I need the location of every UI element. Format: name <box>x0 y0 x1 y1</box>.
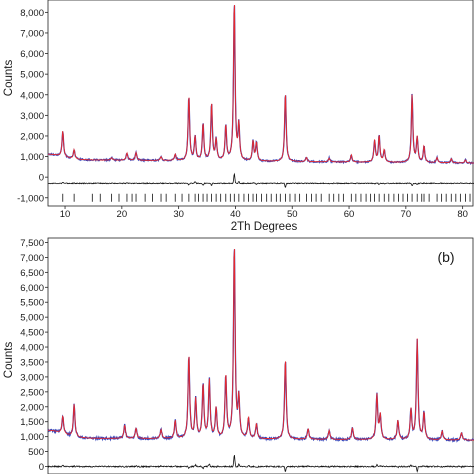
x-tick-label: 30 <box>173 209 184 220</box>
y-tick-label: 4,000 <box>20 90 44 101</box>
panel-b: Counts (b) 0 500 1,000 1,500 2,000 2,500 3,000… <box>3 237 474 474</box>
plot-frame <box>47 237 474 474</box>
y-tick-label: 3,500 <box>20 357 44 368</box>
y-tick-label: 3,000 <box>20 111 44 122</box>
calculated-pattern-line <box>48 249 474 441</box>
y-tick-label: 2,000 <box>20 402 44 413</box>
y-tick-label: 4,000 <box>20 343 44 354</box>
svg-text:Counts: Counts <box>3 60 15 97</box>
y-tick-label: 5,000 <box>20 313 44 324</box>
y-axis-title: Counts <box>3 342 15 379</box>
y-tick-label: 0 <box>39 462 44 473</box>
y-tick-label: 6,000 <box>20 49 44 60</box>
y-tick-label: 7,000 <box>20 253 44 264</box>
y-tick-label: 2,500 <box>20 387 44 398</box>
plot-frame <box>47 0 474 207</box>
panel-label: (b) <box>437 249 454 265</box>
y-tick-label: 1,000 <box>20 152 44 163</box>
y-tick-label: 6,000 <box>20 283 44 294</box>
x-axis-title: 2Th Degrees <box>231 221 298 233</box>
y-tick-label: 3,000 <box>20 372 44 383</box>
y-axis-title: Counts <box>3 60 15 97</box>
svg-text:Counts: Counts <box>3 342 15 379</box>
y-tick-label: 5,500 <box>20 298 44 309</box>
x-tick-label: 50 <box>287 209 298 220</box>
y-tick-label: 7,000 <box>20 28 44 39</box>
y-tick-label: 4,500 <box>20 328 44 339</box>
y-tick-label: 5,000 <box>20 70 44 81</box>
x-tick-label: 40 <box>230 209 241 220</box>
x-tick-label: 60 <box>344 209 355 220</box>
x-tick-labels: 10 20 30 40 50 60 70 80 <box>60 206 468 220</box>
y-tick-label: -1,000 <box>17 193 44 204</box>
y-tick-label: 6,500 <box>20 268 44 279</box>
y-tick-label: 2,000 <box>20 131 44 142</box>
y-tick-label: 1,500 <box>20 417 44 428</box>
calculated-pattern-line <box>48 5 474 164</box>
panel-a: Counts 2Th Degrees -1,000 0 1,000 2,000 3,00… <box>3 0 474 233</box>
y-tick-label: 0 <box>39 173 44 184</box>
x-tick-label: 80 <box>457 209 468 220</box>
y-tick-labels: 0 500 1,000 1,500 2,000 2,500 3,000 3,500 4,000 4… <box>20 238 48 473</box>
y-tick-label: 500 <box>28 447 44 458</box>
difference-curve <box>47 454 474 473</box>
y-tick-label: 7,500 <box>20 238 44 249</box>
observed-pattern-line <box>47 249 474 443</box>
y-tick-label: 1,000 <box>20 432 44 443</box>
observed-pattern-line <box>47 5 474 166</box>
y-tick-label: 8,000 <box>20 8 44 19</box>
reflection-tick-row <box>62 193 471 202</box>
x-tick-label: 20 <box>117 209 128 220</box>
y-tick-labels: -1,000 0 1,000 2,000 3,000 4,000 5,000 6,000 7,0… <box>17 8 48 204</box>
x-tick-label: 70 <box>401 209 412 220</box>
x-tick-label: 10 <box>60 209 71 220</box>
difference-curve <box>47 172 474 188</box>
